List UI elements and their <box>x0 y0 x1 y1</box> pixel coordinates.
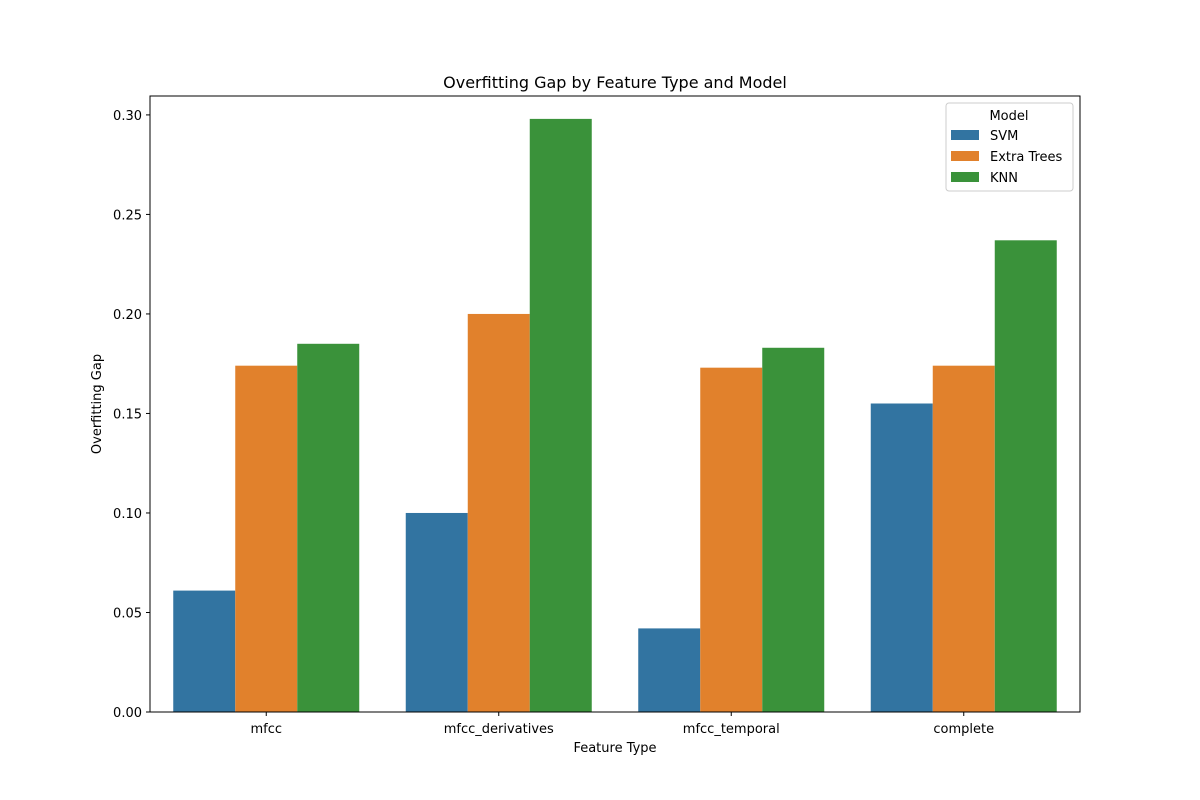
bar-extra-trees-mfcc <box>235 365 298 712</box>
bar-extra-trees-complete <box>932 365 995 712</box>
bar-knn-mfcc <box>297 343 360 712</box>
bar-svm-mfcc_derivatives <box>405 512 468 712</box>
y-tick-label: 0.30 <box>113 109 142 124</box>
legend-items: SVM Extra Trees KNN <box>951 129 1063 186</box>
legend-title: Model <box>989 109 1028 124</box>
x-axis-title: Feature Type <box>573 741 656 756</box>
bar-extra-trees-mfcc_derivatives <box>467 313 530 712</box>
legend-label-extra-trees: Extra Trees <box>990 150 1063 165</box>
legend: Model SVM Extra Trees KNN <box>945 102 1074 192</box>
bar-knn-mfcc_temporal <box>762 347 825 712</box>
legend-frame <box>945 102 1074 192</box>
y-tick-label: 0.20 <box>113 308 142 323</box>
axes-layer: mfcc mfcc_derivatives mfcc_temporal complet… <box>113 95 1081 737</box>
legend-label-knn: KNN <box>990 171 1018 186</box>
bar-knn-mfcc_derivatives <box>529 118 592 712</box>
y-tick-label: 0.00 <box>113 706 142 721</box>
bar-knn-complete <box>994 240 1057 713</box>
legend-label-svm: SVM <box>990 129 1018 144</box>
y-tick-label: 0.05 <box>113 606 142 621</box>
legend-swatch-knn <box>951 172 979 182</box>
x-tick-label: complete <box>933 722 994 737</box>
bar-svm-mfcc <box>173 590 236 712</box>
bar-svm-mfcc_temporal <box>638 628 701 712</box>
y-tick-label: 0.25 <box>113 208 142 223</box>
x-tick-label: mfcc <box>250 722 282 737</box>
y-tick-label: 0.10 <box>113 507 142 522</box>
x-tick-label: mfcc_temporal <box>683 722 780 737</box>
legend-swatch-extra-trees <box>951 151 979 161</box>
legend-swatch-svm <box>951 130 979 140</box>
x-tick-label: mfcc_derivatives <box>444 722 554 737</box>
bar-svm-complete <box>870 403 933 712</box>
plot-frame <box>149 95 1081 713</box>
bars-layer <box>173 118 1057 713</box>
chart-title: Overfitting Gap by Feature Type and Mode… <box>443 73 787 92</box>
y-axis-title: Overfitting Gap <box>90 354 105 454</box>
bar-extra-trees-mfcc_temporal <box>700 367 763 712</box>
y-tick-label: 0.15 <box>113 407 142 422</box>
